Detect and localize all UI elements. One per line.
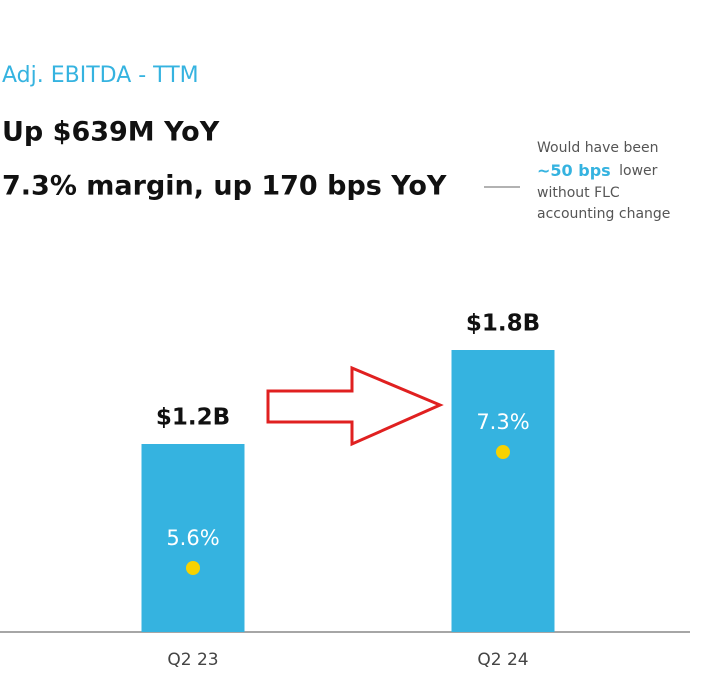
arrow [266, 365, 444, 447]
subtitle: 7.3% margin, up 170 bps YoY [2, 171, 447, 202]
subtitle: Up $639M YoY [2, 117, 220, 148]
chart-title: Adj. EBITDA - TTM [2, 63, 199, 88]
x-tick-label: Q2 24 [477, 650, 528, 670]
annotation: lower [619, 163, 658, 179]
margin-dot [186, 561, 200, 575]
annotation-highlight: ~50 bps [537, 161, 611, 180]
x-tick-label: Q2 23 [167, 650, 218, 670]
annotation: without FLC [537, 185, 620, 201]
annotation: ~50 bps lower [537, 161, 658, 180]
margin-label: 5.6% [166, 526, 219, 550]
margin-label: 7.3% [476, 410, 529, 434]
margin-dot [496, 445, 510, 459]
value-label: $1.8B [466, 311, 540, 337]
value-label: $1.2B [156, 405, 230, 431]
bar [141, 444, 245, 632]
annotation: Would have been [537, 140, 658, 156]
annotation: accounting change [537, 206, 670, 222]
bar [451, 350, 555, 632]
